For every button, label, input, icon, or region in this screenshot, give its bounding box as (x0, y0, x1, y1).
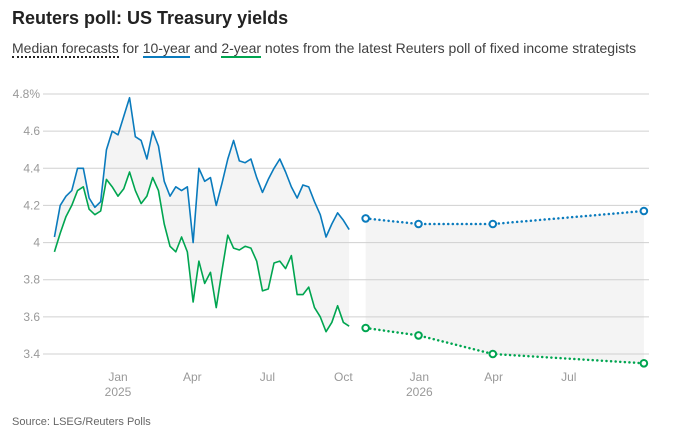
x-tick-label: Jul (260, 370, 275, 384)
2-year-forecast-line (364, 326, 646, 365)
2-year-forecast-point (488, 349, 498, 359)
x-tick-label: Jan (108, 370, 127, 384)
y-tick-label: 4.4 (23, 161, 40, 175)
2-year-yield-line (53, 171, 350, 333)
x-tick-label: Apr (183, 370, 202, 384)
x-tick-label: Jan (410, 370, 429, 384)
chart-subtitle: Median forecasts for 10-year and 2-year … (12, 39, 652, 58)
subtitle-text: and (190, 40, 222, 56)
legend-10-year: 10-year (142, 40, 191, 58)
10-year-forecast-point (414, 219, 423, 229)
source-note: Source: LSEG/Reuters Polls (12, 416, 151, 428)
y-tick-label: 3.6 (23, 310, 40, 324)
x-tick-label: Apr (484, 370, 503, 384)
10-year-forecast-point (361, 214, 370, 223)
y-tick-label: 3.4 (23, 347, 40, 361)
subtitle-text: for (118, 40, 143, 56)
10-year-yield-line (53, 96, 350, 244)
legend-2-year: 2-year (221, 40, 262, 58)
x-tick-year-label: 2026 (406, 385, 433, 399)
forecast-spread-band (365, 211, 644, 364)
y-tick-label: 4.8% (13, 87, 41, 101)
subtitle-text: notes from the latest Reuters poll of fi… (261, 40, 637, 56)
x-tick-label: Jul (561, 370, 576, 384)
chart-title: Reuters poll: US Treasury yields (12, 8, 289, 28)
2-year-forecast-point (361, 323, 370, 333)
subtitle-median-forecasts: Median forecasts (12, 40, 119, 58)
y-tick-label: 4.6 (23, 124, 40, 138)
x-tick-year-label: 2025 (105, 385, 132, 399)
10-year-forecast-point (639, 206, 649, 216)
2-year-forecast-point (414, 331, 423, 340)
x-tick-label: Oct (334, 370, 353, 384)
10-year-forecast-point (488, 219, 498, 229)
10-year-forecast-line (364, 209, 646, 226)
y-tick-label: 4 (33, 236, 40, 250)
y-tick-label: 4.2 (23, 198, 40, 212)
historical-spread-band (54, 97, 350, 332)
y-tick-label: 3.8 (23, 273, 40, 287)
2-year-forecast-point (639, 358, 649, 368)
